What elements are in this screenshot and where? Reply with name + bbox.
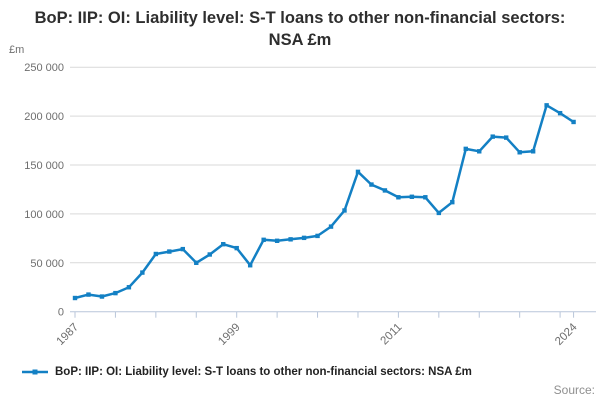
y-tick-label: 150 000 bbox=[24, 160, 64, 172]
line-marker-icon bbox=[22, 369, 48, 375]
data-point bbox=[153, 251, 159, 257]
y-tick-label: 0 bbox=[58, 307, 64, 319]
y-tick-label: 100 000 bbox=[24, 209, 64, 221]
legend-label: BoP: IIP: OI: Liability level: S-T loans… bbox=[55, 366, 472, 378]
data-point bbox=[247, 263, 253, 268]
data-point bbox=[530, 149, 536, 154]
data-point bbox=[450, 199, 455, 205]
y-axis-unit-label: £m bbox=[9, 44, 25, 56]
data-point bbox=[86, 292, 91, 297]
data-point bbox=[477, 149, 482, 154]
y-tick-label: 250 000 bbox=[24, 62, 64, 74]
data-point bbox=[99, 294, 105, 299]
data-point bbox=[126, 285, 132, 290]
y-tick-label: 50 000 bbox=[30, 258, 64, 270]
data-point bbox=[382, 188, 388, 193]
data-point bbox=[328, 224, 334, 229]
x-tick-label: 2024 bbox=[553, 321, 580, 348]
data-point bbox=[571, 119, 576, 125]
data-point bbox=[369, 182, 374, 187]
plot-area: 0 50 000 100 000 150 000 200 000 250 000 1987 1… bbox=[24, 62, 596, 348]
x-tick-label: 1999 bbox=[216, 321, 243, 348]
data-point bbox=[557, 110, 563, 116]
legend-point bbox=[32, 369, 38, 375]
data-point bbox=[315, 233, 320, 239]
data-point bbox=[113, 290, 118, 296]
source-label: Source: bbox=[553, 383, 595, 397]
data-point bbox=[490, 134, 495, 139]
data-point bbox=[234, 245, 239, 251]
data-point bbox=[504, 135, 509, 140]
data-point bbox=[221, 242, 226, 247]
data-point bbox=[301, 235, 307, 241]
data-point bbox=[517, 150, 522, 155]
page-title: BoP: IIP: OI: Liability level: S-T loans… bbox=[34, 9, 566, 50]
data-point bbox=[436, 210, 442, 216]
data-point bbox=[544, 103, 549, 108]
data-point bbox=[194, 260, 199, 265]
legend: BoP: IIP: OI: Liability level: S-T loans… bbox=[22, 366, 472, 378]
data-point bbox=[342, 208, 347, 213]
data-point bbox=[423, 195, 428, 200]
x-tick-label: 2011 bbox=[379, 321, 405, 347]
data-point bbox=[355, 169, 361, 175]
data-line bbox=[73, 104, 575, 300]
data-point bbox=[180, 246, 185, 252]
data-point bbox=[261, 237, 266, 243]
data-point bbox=[396, 195, 401, 200]
data-point bbox=[207, 252, 212, 257]
data-point bbox=[72, 295, 78, 301]
x-tick-label: 1987 bbox=[55, 321, 82, 348]
data-point bbox=[409, 194, 415, 199]
data-point bbox=[463, 146, 468, 152]
y-tick-label: 200 000 bbox=[24, 111, 64, 123]
data-point bbox=[274, 238, 280, 243]
data-point bbox=[140, 270, 145, 275]
data-point bbox=[288, 237, 293, 242]
data-point bbox=[167, 249, 172, 254]
